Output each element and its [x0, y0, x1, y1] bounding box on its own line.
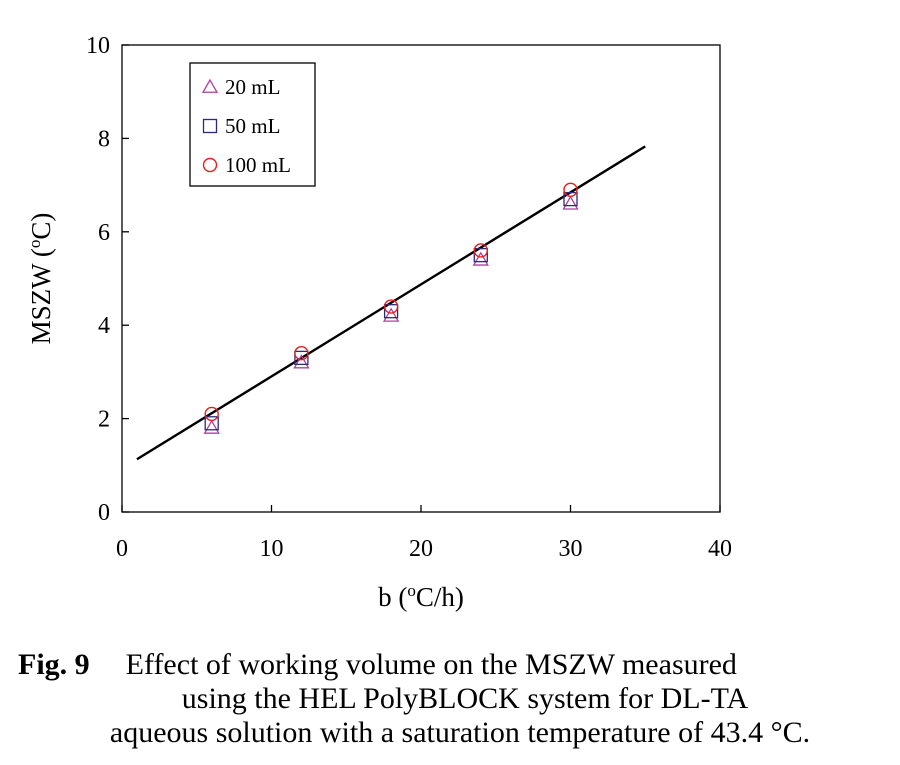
legend-label: 20 mL	[225, 75, 280, 99]
data-point-circle	[204, 406, 219, 422]
data-point-triangle	[472, 251, 489, 266]
caption-line-2: using the HEL PolyBLOCK system for DL-TA	[181, 682, 749, 715]
data-point-square	[473, 247, 488, 263]
data-point-circle	[383, 299, 399, 314]
x-axis-label: b (oC/h)	[378, 581, 464, 612]
data-point-circle	[563, 182, 578, 197]
x-tick-label: 20	[409, 536, 433, 562]
caption-line-1: Effect of working volume on the MSZW mea…	[125, 648, 737, 681]
data-point-square	[204, 416, 219, 431]
axes: 0 10 20 30 40 0 2 4 6 8 10 b (oC/h) MSZW (oC)	[25, 33, 732, 612]
x-tick-label: 40	[708, 536, 732, 562]
data-point-circle	[294, 346, 309, 361]
figure-caption: Fig. 9 Effect of working volume on the MS…	[18, 648, 898, 681]
legend-marker-square	[202, 118, 218, 134]
data-point-triangle	[203, 419, 220, 434]
fit-line	[136, 145, 646, 461]
y-tick-label: 0	[98, 500, 110, 526]
data-point-square	[563, 191, 578, 207]
chart: 0 10 20 30 40 0 2 4 6 8 10 b (oC/h) MSZW (oC) 20 mL 5…	[25, 33, 732, 612]
y-tick-label: 4	[98, 313, 110, 339]
data-point-triangle	[562, 195, 579, 210]
y-tick-label: 6	[98, 220, 110, 246]
data-point-circle	[473, 243, 488, 258]
data-point-square	[294, 350, 309, 366]
data-point-triangle	[382, 307, 400, 322]
legend-marker-circle	[202, 157, 218, 173]
legend-marker-triangle	[201, 78, 219, 93]
legend-label: 50 mL	[225, 114, 280, 138]
plot-area	[136, 145, 646, 461]
legend-label: 100 mL	[225, 153, 291, 177]
legend: 20 mL 50 mL 100 mL	[189, 62, 316, 187]
figure-label: Fig. 9	[18, 648, 90, 681]
legend-box	[189, 62, 316, 187]
x-tick-label: 30	[559, 536, 583, 562]
y-tick-label: 8	[98, 126, 110, 152]
x-tick-label: 0	[116, 536, 128, 562]
data-point-triangle	[293, 354, 310, 369]
y-tick-label: 10	[86, 33, 110, 59]
data-point-square	[383, 304, 399, 319]
x-tick-label: 10	[260, 536, 284, 562]
caption-line-3: aqueous solution with a saturation tempe…	[109, 716, 811, 749]
y-axis-label: MSZW (oC)	[25, 213, 56, 345]
y-tick-label: 2	[98, 407, 110, 433]
